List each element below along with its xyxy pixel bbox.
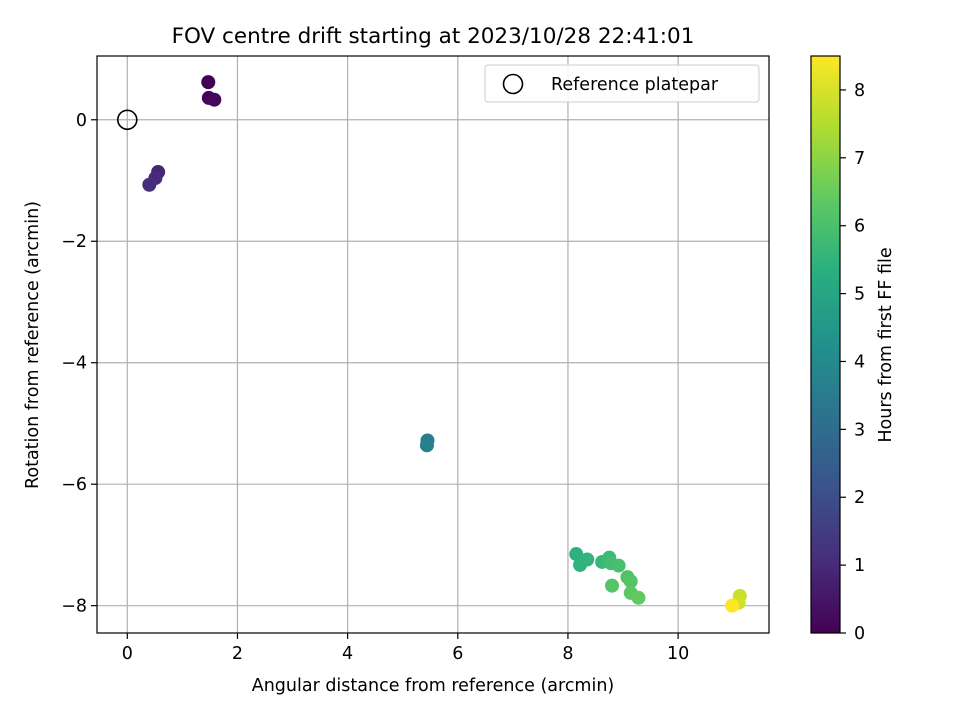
plot-area: 0 2 4 6 8 10 0 −2 −4 −6 −8 [61, 56, 769, 664]
scatter-point [207, 93, 221, 107]
colorbar-gradient [811, 56, 840, 633]
colorbar-label: Hours from first FF file [876, 247, 896, 442]
x-tick-label: 8 [562, 644, 573, 664]
y-axis-label: Rotation from reference (arcmin) [23, 201, 43, 489]
x-tick-label: 6 [452, 644, 463, 664]
scatter-point [631, 591, 645, 605]
scatter-point [573, 558, 587, 572]
scatter-point [201, 75, 215, 89]
colorbar-tick-label: 0 [854, 624, 865, 644]
x-tick-label: 2 [232, 644, 243, 664]
colorbar-tick-label: 7 [854, 149, 865, 169]
scatter-point [142, 178, 156, 192]
legend: Reference platepar [485, 65, 759, 102]
colorbar-tick-label: 3 [854, 420, 865, 440]
y-tick-label: −4 [61, 354, 87, 374]
scatter-point [605, 579, 619, 593]
chart-title: FOV centre drift starting at 2023/10/28 … [172, 24, 695, 49]
x-tick-label: 10 [667, 644, 689, 664]
plot-background [97, 56, 769, 633]
y-tick-label: −8 [61, 597, 87, 617]
colorbar-tick-label: 4 [854, 352, 865, 372]
x-tick-label: 4 [342, 644, 353, 664]
colorbar-tick-label: 1 [854, 556, 865, 576]
scatter-point [420, 438, 434, 452]
colorbar-ticks: 0 1 2 3 4 5 6 7 8 [840, 81, 865, 644]
scatter-point [725, 599, 739, 613]
colorbar-tick-label: 2 [854, 488, 865, 508]
y-axis-ticks: 0 −2 −4 −6 −8 [61, 111, 97, 617]
scatter-point [612, 559, 626, 573]
colorbar-tick-label: 5 [854, 285, 865, 305]
y-tick-label: −2 [61, 232, 87, 252]
x-axis-ticks: 0 2 4 6 8 10 [122, 633, 690, 664]
legend-entry-label: Reference platepar [551, 75, 719, 95]
colorbar-tick-label: 6 [854, 217, 865, 237]
colorbar: 0 1 2 3 4 5 6 7 8 Hours from first FF file [811, 56, 896, 644]
x-axis-label: Angular distance from reference (arcmin) [252, 676, 615, 696]
y-tick-label: 0 [76, 111, 87, 131]
x-tick-label: 0 [122, 644, 133, 664]
colorbar-tick-label: 8 [854, 81, 865, 101]
y-tick-label: −6 [61, 475, 87, 495]
